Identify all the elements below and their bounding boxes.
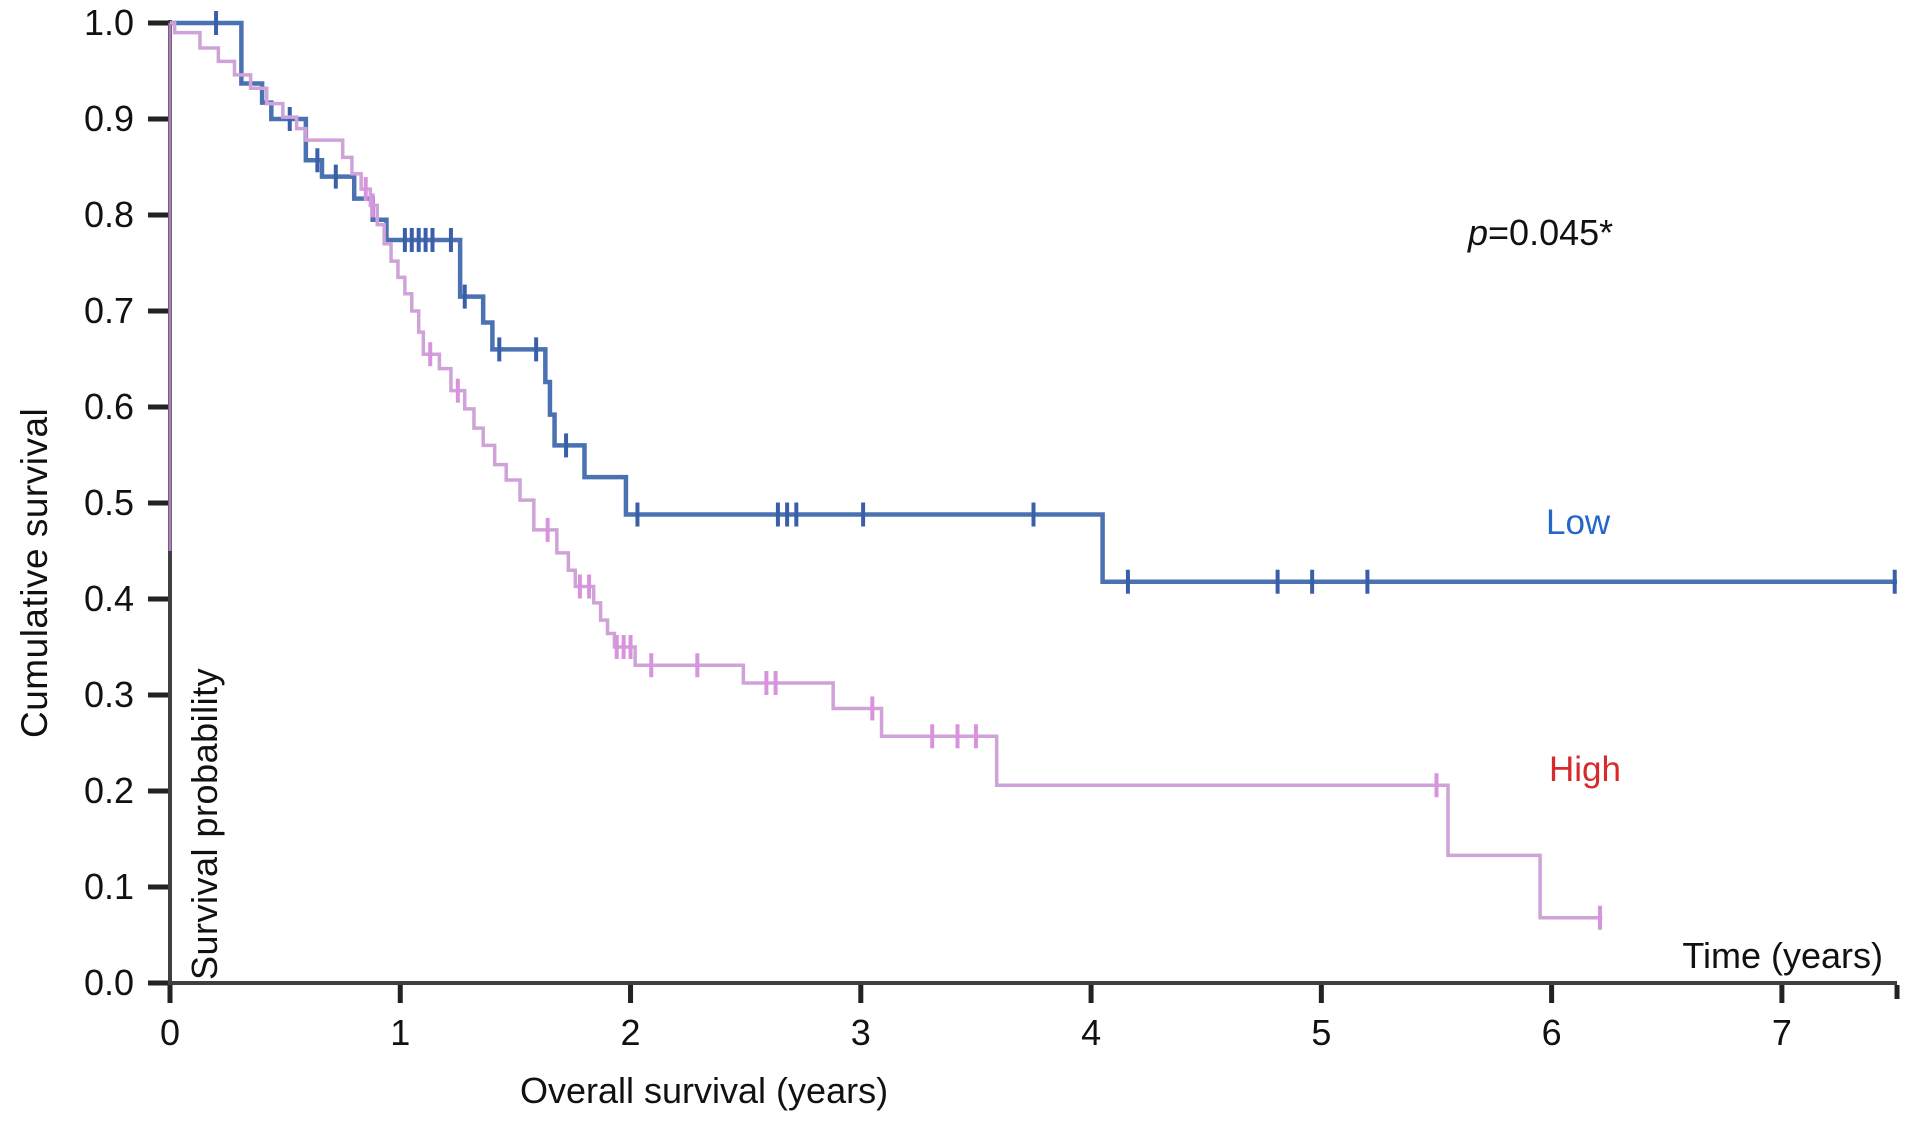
x-tick-label: 3 <box>851 1012 871 1053</box>
x-tick-label: 7 <box>1772 1012 1792 1053</box>
y-tick-label: 0.3 <box>84 674 134 715</box>
p-value-annotation: p=0.045* <box>1468 212 1613 254</box>
low-curve-path <box>170 20 1898 584</box>
y-tick-label: 0.1 <box>84 866 134 907</box>
y-tick-label: 0.2 <box>84 770 134 811</box>
x-tick-label: 6 <box>1542 1012 1562 1053</box>
y-axis-secondary-title: Survival probability <box>184 667 225 980</box>
y-tick-label: 0.9 <box>84 98 134 139</box>
p-symbol: p <box>1468 212 1489 253</box>
y-tick-label: 0.8 <box>84 194 134 235</box>
x-axis-title: Overall survival (years) <box>520 1070 889 1111</box>
y-tick-label: 0.5 <box>84 482 134 523</box>
x-tick-label: 0 <box>160 1012 180 1053</box>
p-value-text: =0.045* <box>1488 212 1614 253</box>
x-axis-secondary-title: Time (years) <box>1682 935 1883 976</box>
y-tick-label: 0.0 <box>84 962 134 1003</box>
y-tick-label: 0.4 <box>84 578 134 619</box>
y-tick-label: 0.7 <box>84 290 134 331</box>
y-tick-label: 1.0 <box>84 2 134 43</box>
y-tick-label: 0.6 <box>84 386 134 427</box>
legend-label-low: Low <box>1546 503 1611 542</box>
x-tick-label: 2 <box>621 1012 641 1053</box>
x-tick-label: 5 <box>1311 1012 1331 1053</box>
x-tick-label: 1 <box>390 1012 410 1053</box>
x-tick-label: 4 <box>1081 1012 1101 1053</box>
high-curve-path <box>170 21 1603 920</box>
legend-label-high: High <box>1549 750 1621 789</box>
y-axis-title: Cumulative survival <box>14 407 55 738</box>
